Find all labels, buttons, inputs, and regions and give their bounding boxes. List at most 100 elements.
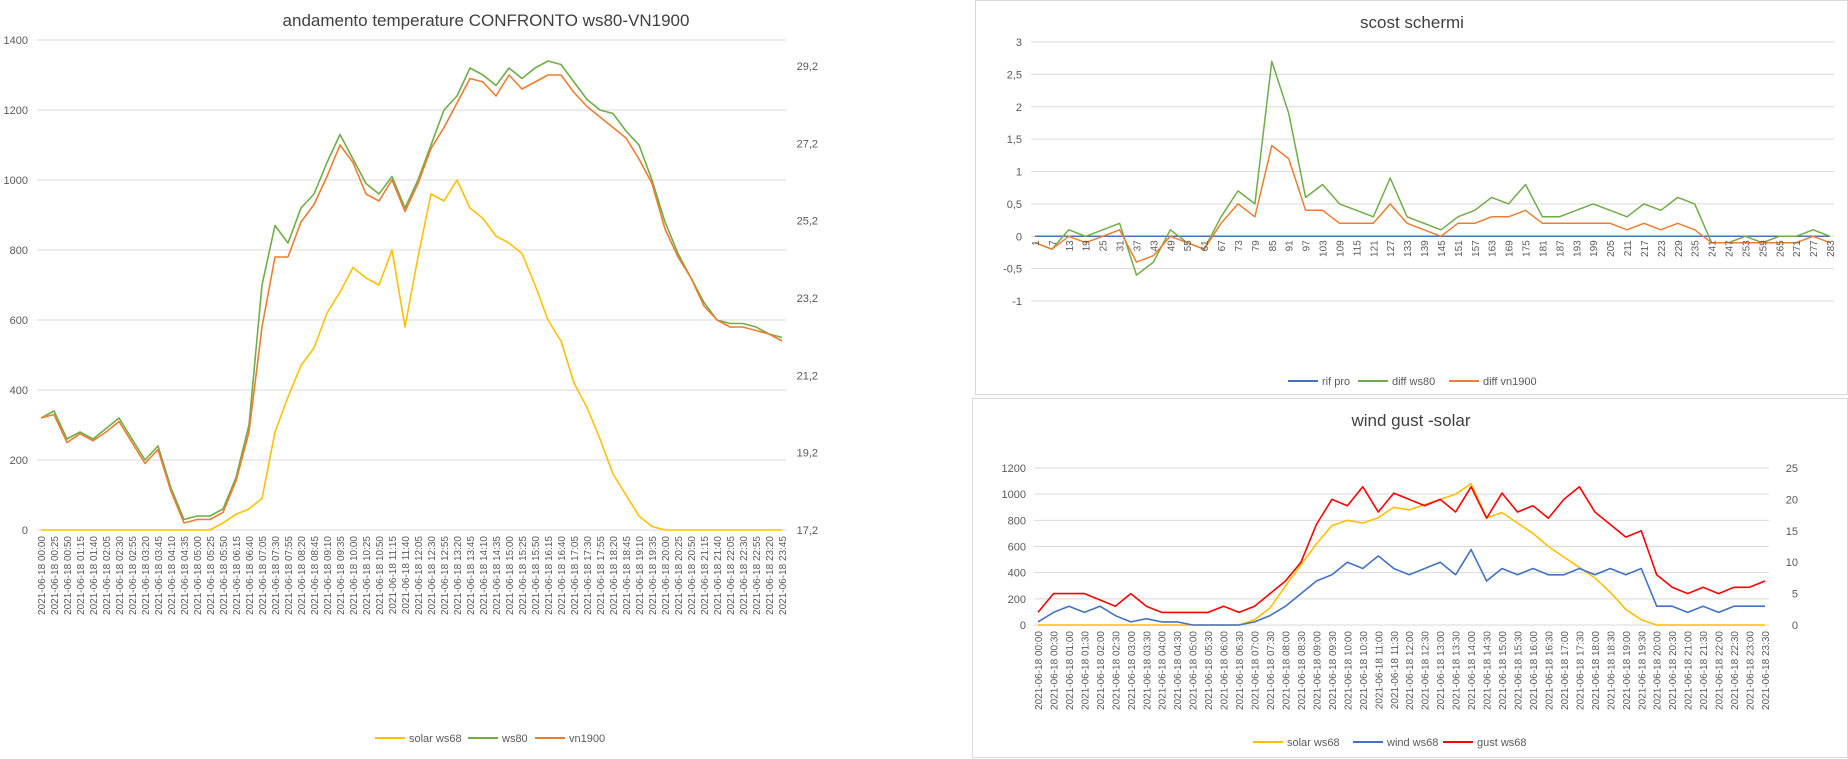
x-tick-label: 2021-06-18 21:30	[1699, 631, 1710, 710]
x-tick-label: 73	[1234, 240, 1245, 252]
x-tick-label: 1	[1031, 240, 1042, 246]
temperature-chart: andamento temperature CONFRONTO ws80-VN1…	[4, 11, 818, 745]
x-tick-label: 2021-06-18 02:00	[1096, 631, 1107, 710]
x-tick-label: 2021-06-18 03:20	[141, 536, 152, 615]
y-left-tick-label: 1000	[1002, 489, 1026, 501]
legend-label-rif: rif pro	[1322, 376, 1350, 388]
x-tick-label: 2021-06-18 23:00	[1746, 631, 1757, 710]
x-tick-label: 2021-06-18 21:40	[713, 536, 724, 615]
x-tick-label: 2021-06-18 15:25	[518, 536, 529, 615]
x-tick-label: 2021-06-18 11:00	[1374, 631, 1385, 710]
x-tick-label: 2021-06-18 06:40	[245, 536, 256, 615]
x-tick-label: 2021-06-18 17:30	[583, 536, 594, 615]
x-tick-label: 2021-06-18 12:05	[414, 536, 425, 615]
x-tick-label: 2021-06-18 20:50	[687, 536, 698, 615]
x-tick-label: 2021-06-18 23:30	[1761, 631, 1772, 710]
x-tick-label: 2021-06-18 13:00	[1436, 631, 1447, 710]
legend-label-ws80: ws80	[501, 733, 528, 745]
x-tick-label: 271	[1792, 240, 1803, 257]
x-tick-label: 2021-06-18 11:15	[388, 536, 399, 615]
y-left-tick-label: 1000	[4, 175, 28, 187]
x-tick-label: 2021-06-18 14:10	[479, 536, 490, 615]
x-tick-label: 2021-06-18 04:10	[167, 536, 178, 615]
y-right-tick-label: 5	[1792, 589, 1798, 601]
x-tick-label: 2021-06-18 22:30	[1730, 631, 1741, 710]
x-tick-label: 2021-06-18 10:30	[1359, 631, 1370, 710]
x-tick-label: 2021-06-18 02:30	[1111, 631, 1122, 710]
y-tick-label: 2	[1016, 102, 1022, 114]
temperature-chart-title: andamento temperature CONFRONTO ws80-VN1…	[283, 11, 690, 30]
x-tick-label: 2021-06-18 10:25	[362, 536, 373, 615]
x-tick-label: 49	[1166, 240, 1177, 252]
x-tick-label: 2021-06-18 06:30	[1235, 631, 1246, 710]
wind-chart-title: wind gust -solar	[1350, 411, 1470, 430]
x-tick-label: 253	[1741, 240, 1752, 257]
x-tick-label: 2021-06-18 15:50	[531, 536, 542, 615]
x-tick-label: 2021-06-18 18:00	[1591, 631, 1602, 710]
y-tick-label: 3	[1016, 37, 1022, 49]
x-tick-label: 103	[1319, 240, 1330, 257]
x-tick-label: 2021-06-18 17:30	[1575, 631, 1586, 710]
x-tick-label: 2021-06-18 09:30	[1328, 631, 1339, 710]
x-tick-label: 2021-06-18 10:00	[349, 536, 360, 615]
y-left-tick-label: 1200	[4, 105, 28, 117]
x-tick-label: 133	[1403, 240, 1414, 257]
series-line-wind-ws68	[1037, 548, 1765, 626]
x-tick-label: 2021-06-18 08:20	[297, 536, 308, 615]
x-tick-label: 2021-06-18 00:00	[1034, 631, 1045, 710]
y-right-tick-label: 10	[1786, 557, 1798, 569]
legend-label-vn1900: vn1900	[569, 733, 605, 745]
x-tick-label: 2021-06-18 06:00	[1220, 631, 1231, 710]
diff-chart-title: scost schermi	[1360, 13, 1464, 32]
diff-legend: rif pro diff ws80 diff vn1900	[1288, 376, 1537, 388]
y-left-tick-label: 1200	[1002, 463, 1026, 475]
x-tick-label: 19	[1082, 240, 1093, 252]
x-tick-label: 2021-06-18 00:00	[37, 536, 48, 615]
x-tick-label: 2021-06-18 04:35	[180, 536, 191, 615]
x-tick-label: 2021-06-18 00:25	[50, 536, 61, 615]
y-left-tick-label: 200	[10, 455, 28, 467]
x-tick-label: 7	[1048, 240, 1059, 246]
y-right-tick-label: 23,2	[797, 293, 818, 305]
x-tick-label: 2021-06-18 21:15	[700, 536, 711, 615]
y-left-tick-label: 0	[1020, 620, 1026, 632]
y-right-tick-label: 25,2	[797, 216, 818, 228]
series-line-diff-vn1900	[1034, 144, 1831, 263]
x-tick-label: 97	[1302, 240, 1313, 252]
x-tick-label: 2021-06-18 12:00	[1405, 631, 1416, 710]
wind-legend: solar ws68 wind ws68 gust ws68	[1253, 737, 1527, 749]
x-tick-label: 2021-06-18 03:30	[1142, 631, 1153, 710]
x-tick-label: 2021-06-18 09:35	[336, 536, 347, 615]
x-tick-label: 2021-06-18 13:20	[453, 536, 464, 615]
y-tick-label: 1,5	[1007, 134, 1022, 146]
y-right-tick-label: 27,2	[797, 138, 818, 150]
x-tick-label: 2021-06-18 07:55	[284, 536, 295, 615]
x-tick-label: 247	[1725, 240, 1736, 257]
x-tick-label: 2021-06-18 07:30	[271, 536, 282, 615]
diff-chart: scost schermi 32,521,510,50-0,5-1 1 7 13 19…	[1003, 13, 1837, 388]
x-tick-label: 2021-06-18 09:00	[1312, 631, 1323, 710]
x-tick-label: 169	[1505, 240, 1516, 257]
y-right-tick-label: 20	[1786, 494, 1798, 506]
x-tick-label: 2021-06-18 13:30	[1452, 631, 1463, 710]
x-tick-label: 121	[1369, 240, 1380, 257]
x-tick-label: 2021-06-18 03:45	[154, 536, 165, 615]
wind-chart-panel: wind gust -solar 0 200 400 600 800 1000 1200 0…	[972, 398, 1848, 758]
x-tick-label: 25	[1099, 240, 1110, 252]
x-tick-label: 163	[1488, 240, 1499, 257]
x-tick-label: 2021-06-18 11:40	[401, 536, 412, 615]
x-tick-label: 91	[1285, 240, 1296, 252]
x-tick-label: 193	[1572, 240, 1583, 257]
x-tick-label: 2021-06-18 17:00	[1560, 631, 1571, 710]
x-tick-label: 2021-06-18 08:30	[1297, 631, 1308, 710]
wind-chart: wind gust -solar 0 200 400 600 800 1000 1200 0…	[1002, 411, 1798, 749]
legend-label-diff-ws80: diff ws80	[1392, 376, 1435, 388]
x-tick-label: 2021-06-18 02:55	[128, 536, 139, 615]
x-tick-label: 2021-06-18 11:30	[1390, 631, 1401, 710]
x-tick-label: 2021-06-18 12:30	[427, 536, 438, 615]
y-left-tick-label: 600	[1008, 542, 1026, 554]
y-left-tick-label: 800	[1008, 515, 1026, 527]
x-tick-label: 2021-06-18 12:30	[1421, 631, 1432, 710]
y-tick-label: -1	[1012, 296, 1022, 308]
x-tick-label: 2021-06-18 17:05	[570, 536, 581, 615]
